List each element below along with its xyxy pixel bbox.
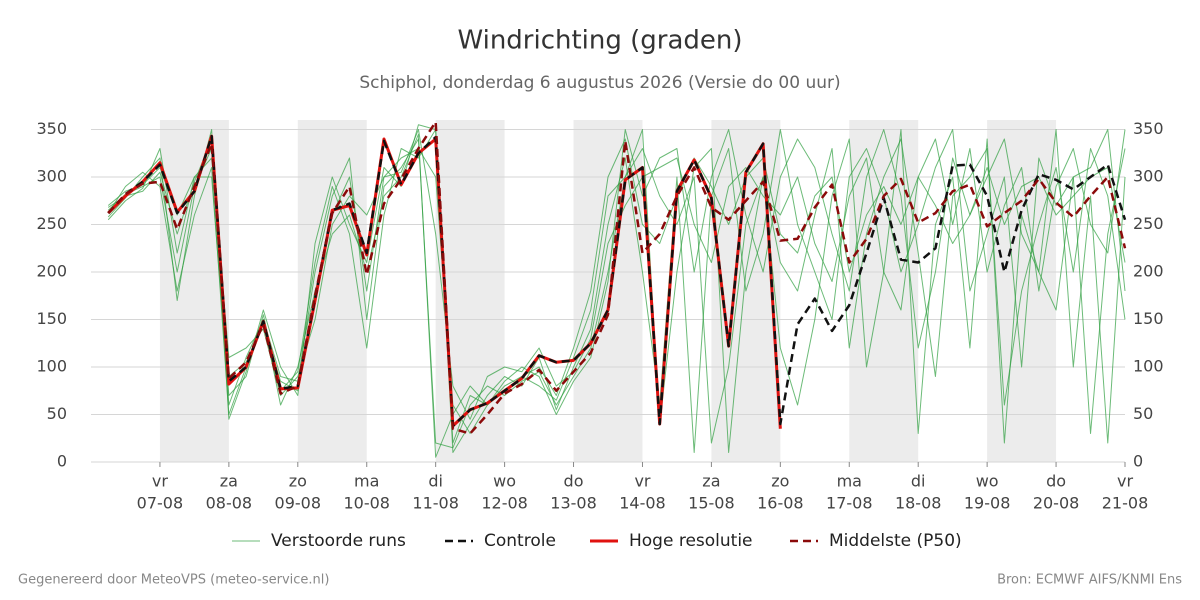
x-tick-date: 13-08: [550, 494, 597, 513]
y2-tick-label: 350: [1133, 119, 1164, 138]
x-tick-day: vr: [152, 472, 168, 491]
x-tick-day: zo: [289, 472, 307, 491]
weekend-band: [159, 120, 229, 462]
y2-tick-label: 150: [1133, 309, 1164, 328]
footer-right: Bron: ECMWF AIFS/KNMI Ens: [997, 573, 1182, 588]
weekend-band: [849, 120, 919, 462]
legend-label: Hoge resolutie: [629, 531, 753, 551]
y2-tick-label: 0: [1133, 452, 1143, 471]
y2-tick-label: 100: [1133, 357, 1164, 376]
y-tick-label: 100: [36, 357, 67, 376]
ensemble-line: [107, 138, 1126, 434]
series-line: [107, 120, 1127, 435]
y-tick-label: 200: [36, 262, 67, 281]
x-tick-day: do: [564, 472, 584, 491]
ensemble-line: [107, 129, 1126, 458]
ensemble-line: [107, 124, 1126, 453]
y-tick-label: 250: [36, 214, 67, 233]
y2-tick-label: 50: [1133, 404, 1153, 423]
x-tick-day: vr: [1117, 472, 1133, 491]
x-tick-day: do: [1046, 472, 1066, 491]
x-tick-date: 17-08: [826, 494, 873, 513]
x-tick-date: 08-08: [206, 494, 253, 513]
chart-title: Windrichting (graden): [457, 26, 742, 56]
y-tick-label: 300: [36, 167, 67, 186]
x-tick-day: di: [428, 472, 443, 491]
x-tick-day: za: [220, 472, 238, 491]
y2-tick-label: 300: [1133, 167, 1164, 186]
y2-tick-label: 200: [1133, 262, 1164, 281]
x-tick-day: ma: [837, 472, 862, 491]
x-tick-day: ma: [354, 472, 379, 491]
y2-tick-label: 250: [1133, 214, 1164, 233]
x-tick-date: 15-08: [688, 494, 735, 513]
x-tick-date: 16-08: [757, 494, 804, 513]
x-tick-day: za: [702, 472, 720, 491]
x-tick-date: 21-08: [1102, 494, 1149, 513]
x-tick-date: 14-08: [619, 494, 666, 513]
x-tick-date: 09-08: [275, 494, 322, 513]
x-tick-day: di: [911, 472, 926, 491]
x-tick-date: 19-08: [964, 494, 1011, 513]
x-tick-day: wo: [493, 472, 516, 491]
x-tick-day: vr: [634, 472, 650, 491]
x-tick-date: 07-08: [137, 494, 184, 513]
x-tick-date: 18-08: [895, 494, 942, 513]
y-tick-label: 150: [36, 309, 67, 328]
y-tick-label: 50: [47, 404, 67, 423]
chart-subtitle: Schiphol, donderdag 6 augustus 2026 (Ver…: [359, 73, 840, 93]
x-tick-date: 20-08: [1033, 494, 1080, 513]
legend-label: Verstoorde runs: [271, 531, 406, 551]
x-tick-date: 11-08: [412, 494, 459, 513]
x-tick-day: zo: [771, 472, 789, 491]
legend-label: Controle: [484, 531, 556, 551]
x-tick-date: 10-08: [343, 494, 390, 513]
y-tick-label: 350: [36, 119, 67, 138]
weekend-band: [297, 120, 367, 462]
y-tick-label: 0: [57, 452, 67, 471]
x-tick-date: 12-08: [481, 494, 528, 513]
legend-label: Middelste (P50): [829, 531, 962, 551]
footer-left: Gegenereerd door MeteoVPS (meteo-service…: [18, 573, 329, 588]
x-tick-day: wo: [976, 472, 999, 491]
